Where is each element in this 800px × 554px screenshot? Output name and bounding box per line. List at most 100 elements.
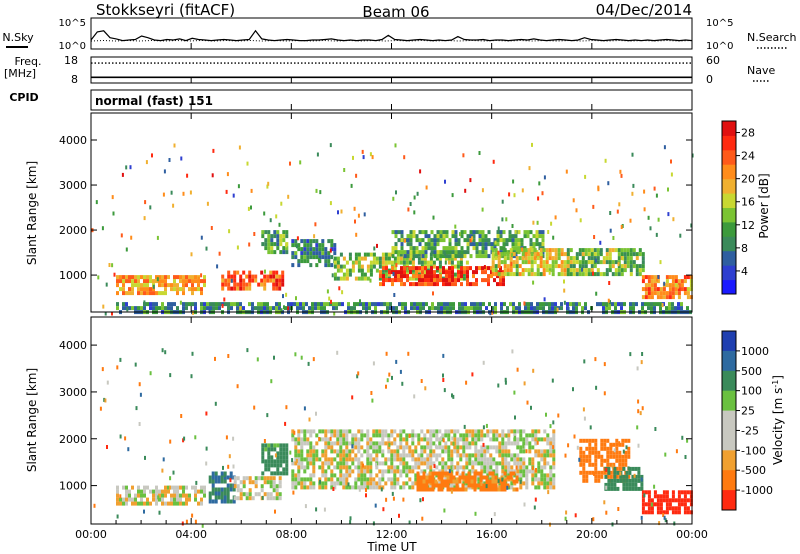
velocity-cell [390,485,394,490]
power-cell [451,278,454,283]
velocity-cell [610,478,614,483]
power-colorbar-swatch [722,193,736,208]
velocity-cell [592,517,595,522]
velocity-cell [422,487,426,492]
velocity-cell [423,433,427,438]
power-cell [494,248,498,253]
power-cell [614,306,617,311]
velocity-cell [677,498,681,503]
power-cell [668,291,672,296]
velocity-cell [324,473,328,478]
power-cell [451,266,454,271]
velocity-cell [351,395,354,400]
velocity-cell [339,481,343,486]
velocity-cell [354,457,358,462]
velocity-cell [348,457,352,462]
power-cell [661,303,664,308]
power-cell [599,250,602,255]
power-cell [464,188,467,193]
velocity-cell [456,465,460,470]
velocity-cell [309,445,313,450]
power-cell [282,234,286,239]
power-cell [412,234,416,239]
power-cell [309,247,313,252]
velocity-cell [453,449,457,454]
power-colorbar-tick-label: 20 [741,173,755,186]
velocity-cell [594,454,598,459]
velocity-cell [525,473,529,478]
velocity-cell [330,485,334,490]
velocity-cell [229,483,233,488]
velocity-cell [628,470,632,475]
power-cell [470,302,473,307]
power-cell [454,278,457,283]
power-cell [584,302,587,307]
power-cell [415,254,419,259]
power-cell [584,248,588,253]
velocity-cell [161,497,164,502]
power-cell [457,242,461,247]
velocity-cell [332,487,335,491]
velocity-cell [477,429,481,434]
power-cell [620,252,624,257]
power-cell [551,272,555,277]
velocity-cell [465,465,469,470]
velocity-cell [315,449,319,454]
power-cell [578,260,582,265]
velocity-cell [634,486,638,491]
velocity-cell [276,467,280,472]
power-cell [335,306,338,311]
velocity-cell [656,510,660,515]
velocity-cell [613,466,617,471]
power-cell [374,302,377,307]
power-cell [189,190,192,195]
velocity-cell [468,441,472,446]
velocity-cell [324,437,328,442]
velocity-cell [220,479,224,484]
velocity-cell [194,519,197,524]
power-cell [650,275,654,280]
power-cell [472,234,476,239]
power-cell [309,263,313,268]
velocity-cell [312,449,316,454]
power-cell [227,274,231,279]
velocity-cell [414,457,418,462]
power-cell [472,242,476,247]
velocity-cell [282,447,286,452]
velocity-cell [176,497,179,502]
velocity-cell [169,439,172,444]
power-cell [538,181,541,186]
velocity-colorbar-swatch [722,470,736,491]
velocity-cell [138,382,141,387]
power-cell [641,306,644,311]
power-cell [155,302,158,307]
power-cell [392,306,395,311]
velocity-cell [279,451,283,456]
velocity-cell [609,454,613,459]
velocity-cell [226,483,230,488]
velocity-cell [312,429,316,434]
velocity-cell [318,429,322,434]
velocity-cell [429,429,433,434]
power-cell [397,250,401,255]
velocity-cell [665,490,669,495]
power-cell [487,274,490,279]
velocity-cell [372,441,376,446]
power-cell [680,306,683,311]
power-cell [617,252,621,257]
power-cell [311,306,314,311]
velocity-cell [372,485,376,490]
velocity-cell [625,482,629,487]
power-cell [587,248,591,253]
velocity-cell [351,433,355,438]
power-cell [417,252,421,257]
velocity-cell [366,481,370,486]
power-cell [466,282,469,287]
power-cell [552,235,555,240]
velocity-cell [173,493,176,498]
velocity-cell [270,443,274,448]
velocity-ytick-label: 1000 [59,480,87,493]
velocity-cell [417,465,421,470]
velocity-cell [220,499,224,504]
power-cell [541,234,545,239]
